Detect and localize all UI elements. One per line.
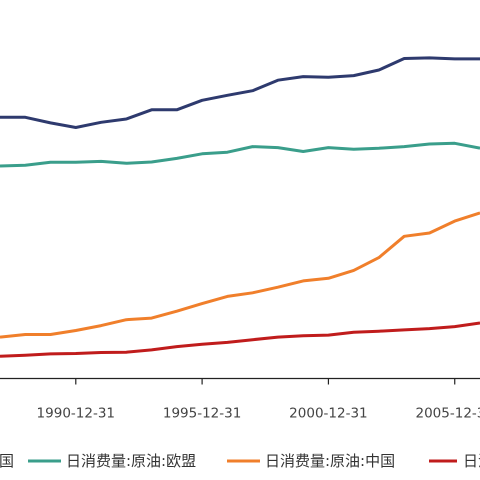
legend-label-0: 日消费量:原油:美国 [0, 452, 14, 470]
series-line-1 [0, 141, 480, 168]
x-tick-label: 2005-12-31 [416, 406, 480, 422]
legend-label-2: 日消费量:原油:中国 [265, 452, 395, 470]
x-tick-label: 2000-12-31 [289, 406, 367, 422]
x-axis-ticks: 1990-12-31 1995-12-31 2000-12-31 2005-12-31 [37, 378, 480, 422]
series-line-2 [0, 211, 480, 339]
legend: 日消费量:原油:美国 日消费量:原油:欧盟 日消费量:原油:中国 日消费量:原油:日本 [0, 452, 480, 470]
series-line-0 [0, 56, 480, 129]
legend-label-1: 日消费量:原油:欧盟 [66, 452, 196, 470]
x-tick-label: 1995-12-31 [163, 406, 241, 422]
series-layer [0, 56, 480, 358]
series-line-3 [0, 321, 480, 358]
legend-label-3: 日消费量:原油:日本 [463, 452, 480, 470]
x-tick-label: 1990-12-31 [37, 406, 115, 422]
